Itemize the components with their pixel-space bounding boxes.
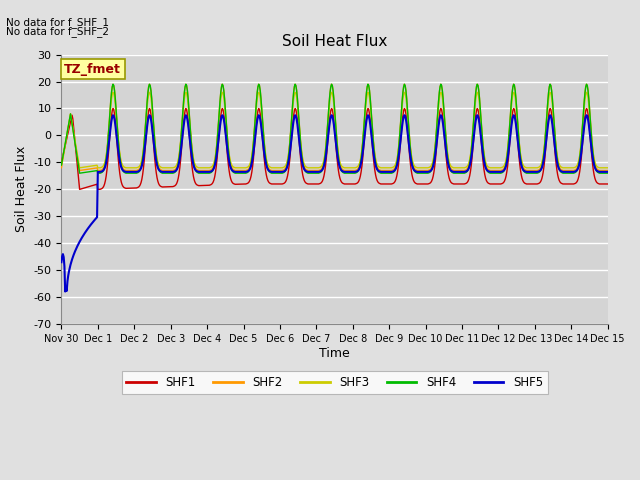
SHF2 — [556, 164, 563, 169]
SHF5 — [604, 169, 612, 175]
SHF3 — [435, 104, 442, 110]
SHF2 — [202, 168, 210, 173]
SHF4 — [556, 166, 563, 172]
SHF5 — [202, 169, 210, 175]
SHF2 — [435, 98, 442, 104]
SHF3 — [381, 165, 388, 171]
SHF1 — [255, 106, 262, 111]
Text: TZ_fmet: TZ_fmet — [64, 62, 121, 76]
SHF4 — [202, 170, 210, 176]
SHF5 — [328, 112, 335, 118]
X-axis label: Time: Time — [319, 347, 350, 360]
SHF2 — [58, 165, 65, 171]
SHF1 — [76, 187, 83, 192]
SHF3 — [76, 165, 83, 171]
Line: SHF4: SHF4 — [61, 84, 608, 173]
SHF4 — [109, 82, 117, 87]
SHF5 — [58, 259, 65, 265]
SHF4 — [604, 170, 612, 176]
Title: Soil Heat Flux: Soil Heat Flux — [282, 34, 387, 49]
SHF2 — [604, 168, 612, 173]
SHF3 — [556, 161, 563, 167]
SHF5 — [556, 166, 563, 172]
SHF1 — [58, 159, 65, 165]
SHF1 — [556, 178, 563, 183]
SHF1 — [202, 182, 209, 188]
Line: SHF3: SHF3 — [61, 92, 608, 168]
SHF4 — [58, 162, 65, 168]
SHF4 — [328, 82, 335, 87]
SHF1 — [178, 140, 186, 145]
SHF5 — [109, 112, 117, 118]
SHF5 — [381, 169, 388, 175]
SHF1 — [381, 181, 388, 187]
Y-axis label: Soil Heat Flux: Soil Heat Flux — [15, 146, 28, 232]
SHF5 — [435, 123, 442, 129]
Text: No data for f_SHF_1: No data for f_SHF_1 — [6, 17, 109, 28]
Line: SHF1: SHF1 — [61, 108, 608, 190]
SHF3 — [604, 165, 612, 171]
SHF3 — [179, 113, 187, 119]
SHF3 — [58, 162, 65, 168]
SHF4 — [76, 170, 83, 176]
Text: No data for f_SHF_2: No data for f_SHF_2 — [6, 26, 109, 37]
SHF1 — [604, 181, 612, 187]
SHF4 — [381, 170, 388, 176]
SHF3 — [202, 165, 210, 171]
SHF4 — [435, 99, 442, 105]
SHF1 — [435, 120, 442, 126]
Legend: SHF1, SHF2, SHF3, SHF4, SHF5: SHF1, SHF2, SHF3, SHF4, SHF5 — [122, 372, 548, 394]
SHF5 — [61, 288, 69, 294]
SHF1 — [328, 106, 335, 111]
SHF2 — [76, 168, 83, 173]
SHF3 — [109, 89, 117, 95]
SHF2 — [109, 82, 117, 87]
SHF3 — [328, 89, 335, 95]
SHF2 — [381, 168, 388, 173]
SHF5 — [179, 130, 187, 136]
SHF2 — [179, 108, 187, 114]
Line: SHF2: SHF2 — [61, 84, 608, 170]
SHF2 — [328, 82, 335, 87]
Line: SHF5: SHF5 — [61, 115, 608, 291]
SHF4 — [179, 109, 187, 115]
